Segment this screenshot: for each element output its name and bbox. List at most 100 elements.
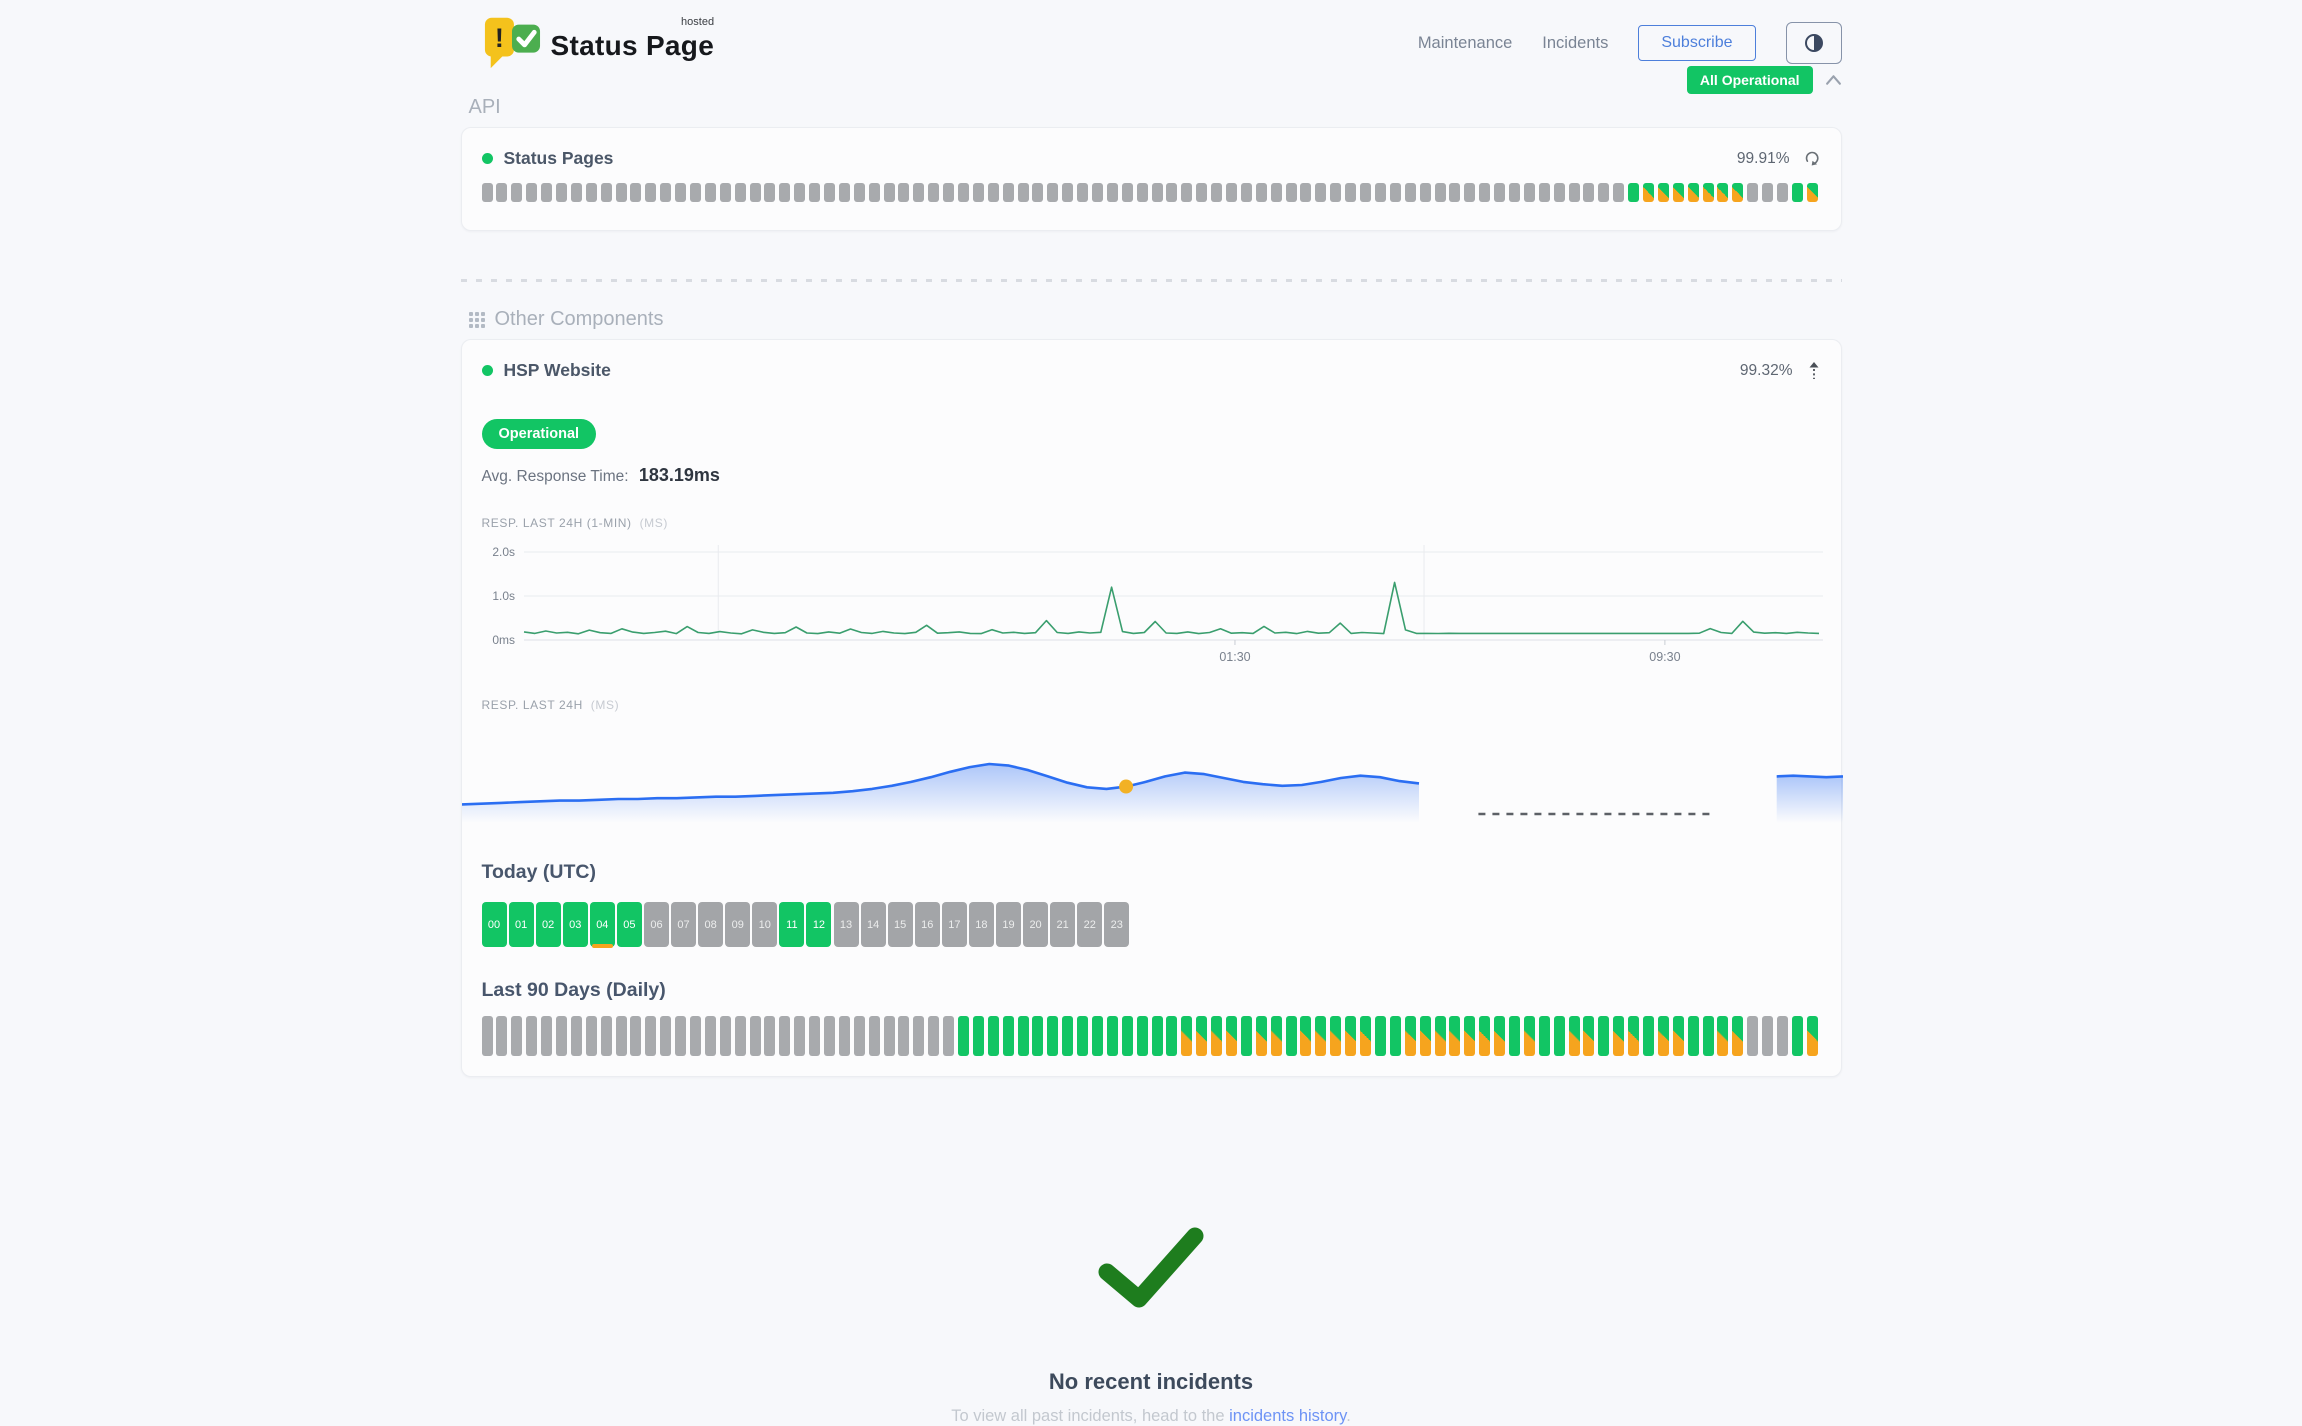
hour-cell[interactable]: 18 [968,902,994,947]
uptime-cell[interactable] [1092,1016,1104,1056]
uptime-cell[interactable] [1434,1016,1446,1056]
uptime-cell[interactable] [1002,183,1014,202]
uptime-cell[interactable] [1360,1016,1372,1056]
uptime-cell[interactable] [1002,1016,1014,1056]
uptime-cell[interactable] [541,1016,553,1056]
uptime-cell[interactable] [1404,183,1416,202]
uptime-cell[interactable] [898,1016,910,1056]
uptime-cell[interactable] [1776,1016,1788,1056]
uptime-cell[interactable] [1017,183,1029,202]
uptime-cell[interactable] [704,183,716,202]
hour-cell[interactable]: 11 [779,902,805,947]
uptime-cell[interactable] [511,1016,523,1056]
uptime-cell[interactable] [1240,1016,1252,1056]
uptime-cell[interactable] [1553,1016,1565,1056]
uptime-cell[interactable] [1092,183,1104,202]
uptime-cell[interactable] [1166,183,1178,202]
uptime-cell[interactable] [749,1016,761,1056]
uptime-cell[interactable] [1747,183,1759,202]
uptime-cell[interactable] [1270,183,1282,202]
uptime-cell[interactable] [1523,183,1535,202]
uptime-cell[interactable] [1479,1016,1491,1056]
uptime-cell[interactable] [585,1016,597,1056]
uptime-cell[interactable] [987,1016,999,1056]
uptime-cell[interactable] [1285,1016,1297,1056]
uptime-cell[interactable] [719,1016,731,1056]
hour-cell[interactable]: 00 [481,902,507,947]
hour-cell[interactable]: 22 [1077,902,1103,947]
uptime-cell[interactable] [1806,183,1818,202]
uptime-cell[interactable] [675,1016,687,1056]
uptime-cell[interactable] [1479,183,1491,202]
uptime-cell[interactable] [1032,183,1044,202]
hour-cell[interactable]: 16 [914,902,940,947]
uptime-cell[interactable] [779,1016,791,1056]
uptime-cell[interactable] [853,1016,865,1056]
uptime-cell[interactable] [1538,183,1550,202]
uptime-cell[interactable] [1672,183,1684,202]
uptime-cell[interactable] [1762,183,1774,202]
uptime-cell[interactable] [1583,1016,1595,1056]
uptime-cell[interactable] [1330,183,1342,202]
uptime-cell[interactable] [1211,1016,1223,1056]
uptime-cell[interactable] [1330,1016,1342,1056]
uptime-cell[interactable] [734,1016,746,1056]
uptime-cell[interactable] [1419,1016,1431,1056]
uptime-cell[interactable] [704,1016,716,1056]
uptime-cell[interactable] [1449,183,1461,202]
uptime-cell[interactable] [749,183,761,202]
uptime-cell[interactable] [1732,1016,1744,1056]
uptime-cell[interactable] [1121,183,1133,202]
uptime-cell[interactable] [541,183,553,202]
overall-status-badge[interactable]: All Operational [1686,66,1813,94]
uptime-cell[interactable] [1136,183,1148,202]
hour-cell[interactable]: 06 [643,902,669,947]
uptime-cell[interactable] [1464,183,1476,202]
uptime-cell[interactable] [868,183,880,202]
uptime-cell[interactable] [1106,1016,1118,1056]
uptime-cell[interactable] [1791,1016,1803,1056]
uptime-cell[interactable] [972,183,984,202]
uptime-cell[interactable] [1598,183,1610,202]
uptime-cell[interactable] [615,183,627,202]
uptime-cell[interactable] [838,183,850,202]
incidents-history-link[interactable]: incidents history [1229,1407,1347,1425]
uptime-cell[interactable] [1687,1016,1699,1056]
uptime-cell[interactable] [913,1016,925,1056]
uptime-cell[interactable] [1285,183,1297,202]
uptime-cell[interactable] [1196,1016,1208,1056]
uptime-cell[interactable] [1642,1016,1654,1056]
uptime-cell[interactable] [1717,183,1729,202]
uptime-cell[interactable] [809,1016,821,1056]
uptime-cell[interactable] [764,1016,776,1056]
uptime-cell[interactable] [1672,1016,1684,1056]
uptime-cell[interactable] [868,1016,880,1056]
uptime-cell[interactable] [660,1016,672,1056]
uptime-cell[interactable] [689,183,701,202]
uptime-cell[interactable] [1047,183,1059,202]
uptime-cell[interactable] [511,183,523,202]
uptime-cell[interactable] [1106,183,1118,202]
uptime-cell[interactable] [526,1016,538,1056]
collapse-arrow-icon[interactable] [1807,361,1821,380]
uptime-cell[interactable] [1121,1016,1133,1056]
uptime-cell[interactable] [615,1016,627,1056]
uptime-cell[interactable] [898,183,910,202]
uptime-cell[interactable] [1553,183,1565,202]
uptime-cell[interactable] [1136,1016,1148,1056]
uptime-cell[interactable] [1345,1016,1357,1056]
uptime-cell[interactable] [883,1016,895,1056]
hour-cell[interactable]: 19 [995,902,1021,947]
brand[interactable]: ! hosted Status Page [483,12,714,70]
subscribe-button[interactable]: Subscribe [1638,25,1756,61]
uptime-cell[interactable] [943,183,955,202]
uptime-cell[interactable] [555,183,567,202]
uptime-cell[interactable] [1434,183,1446,202]
uptime-cell[interactable] [1628,183,1640,202]
uptime-cell[interactable] [1389,183,1401,202]
uptime-cell[interactable] [600,1016,612,1056]
uptime-cell[interactable] [823,1016,835,1056]
uptime-cell[interactable] [1255,183,1267,202]
uptime-cell[interactable] [1702,1016,1714,1056]
uptime-cell[interactable] [1226,183,1238,202]
